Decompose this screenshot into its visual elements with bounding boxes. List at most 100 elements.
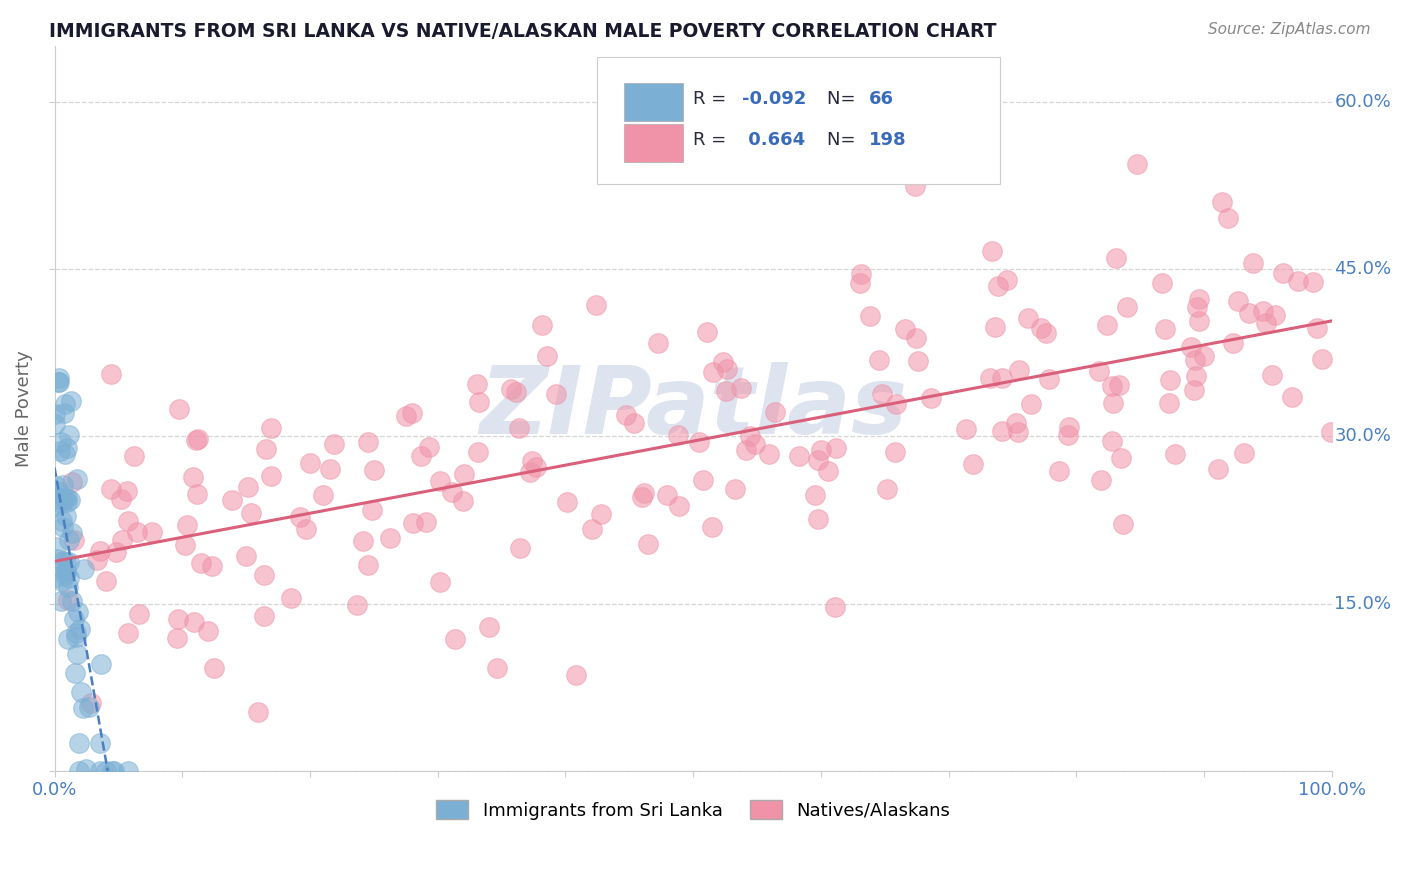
Point bbox=[352, 533, 374, 548]
Text: 15.0%: 15.0% bbox=[1334, 594, 1392, 613]
Point bbox=[787, 449, 810, 463]
Point bbox=[55, 441, 77, 455]
Point bbox=[45, 499, 67, 513]
Point bbox=[716, 384, 738, 398]
Point bbox=[56, 632, 79, 646]
Point bbox=[1088, 364, 1111, 378]
Point bbox=[1038, 372, 1060, 386]
Point bbox=[668, 499, 690, 513]
Point bbox=[1005, 416, 1028, 430]
Point bbox=[991, 424, 1014, 438]
Point bbox=[46, 376, 69, 390]
Point bbox=[52, 554, 75, 568]
Text: 30.0%: 30.0% bbox=[1334, 427, 1391, 445]
Point bbox=[60, 526, 83, 541]
Point bbox=[319, 462, 342, 476]
Point bbox=[453, 467, 475, 481]
Point bbox=[849, 267, 872, 281]
Point bbox=[429, 474, 451, 488]
Point bbox=[183, 615, 205, 630]
Point bbox=[117, 514, 139, 528]
Point bbox=[1008, 363, 1031, 377]
Point bbox=[1218, 211, 1240, 225]
Point bbox=[1286, 274, 1309, 288]
Point bbox=[962, 457, 984, 471]
Point bbox=[1090, 473, 1112, 487]
Point bbox=[696, 326, 718, 340]
Point bbox=[141, 524, 163, 539]
Point bbox=[45, 479, 67, 493]
Point bbox=[519, 466, 541, 480]
Point bbox=[58, 533, 80, 547]
Point bbox=[955, 422, 977, 436]
Point bbox=[254, 442, 277, 456]
Point bbox=[536, 349, 558, 363]
Point bbox=[104, 545, 127, 559]
Point bbox=[623, 417, 645, 431]
Text: 45.0%: 45.0% bbox=[1334, 260, 1392, 278]
Point bbox=[1017, 310, 1039, 325]
Point bbox=[55, 509, 77, 524]
Point bbox=[980, 244, 1002, 259]
Point bbox=[235, 549, 257, 563]
Point bbox=[744, 436, 766, 450]
Point bbox=[589, 507, 612, 521]
Point bbox=[70, 685, 93, 699]
Point bbox=[418, 440, 440, 454]
Point bbox=[1281, 390, 1303, 404]
Point bbox=[467, 445, 489, 459]
Point bbox=[444, 632, 467, 647]
Point bbox=[253, 608, 276, 623]
Point bbox=[115, 483, 138, 498]
Point bbox=[65, 630, 87, 644]
Point bbox=[56, 580, 79, 594]
Point bbox=[530, 318, 553, 332]
Point bbox=[1185, 300, 1208, 314]
Point bbox=[1035, 326, 1057, 340]
Point bbox=[69, 622, 91, 636]
Text: R =: R = bbox=[693, 90, 733, 108]
Point bbox=[280, 591, 302, 606]
Point bbox=[1271, 266, 1294, 280]
Point bbox=[357, 558, 380, 572]
Point bbox=[197, 624, 219, 639]
Point bbox=[1206, 462, 1229, 476]
Point bbox=[51, 574, 73, 589]
Point bbox=[122, 449, 145, 463]
Point bbox=[49, 434, 72, 449]
Point bbox=[90, 657, 112, 671]
Point bbox=[716, 362, 738, 376]
Point bbox=[1184, 352, 1206, 367]
Point bbox=[56, 491, 79, 506]
Point bbox=[48, 443, 70, 458]
Point bbox=[740, 429, 762, 443]
Point bbox=[904, 331, 927, 345]
Point bbox=[167, 402, 190, 417]
Point bbox=[239, 506, 262, 520]
Point bbox=[94, 574, 117, 588]
Point bbox=[920, 391, 942, 405]
Point bbox=[48, 485, 70, 500]
Point bbox=[849, 276, 872, 290]
Point bbox=[637, 537, 659, 551]
Point bbox=[55, 565, 77, 579]
Point bbox=[983, 320, 1005, 334]
Point bbox=[1102, 396, 1125, 410]
Point bbox=[89, 764, 111, 778]
Point bbox=[1111, 516, 1133, 531]
Point bbox=[395, 409, 418, 423]
Point bbox=[735, 442, 758, 457]
FancyBboxPatch shape bbox=[624, 83, 683, 120]
Point bbox=[117, 764, 139, 778]
Point bbox=[52, 491, 75, 506]
Point bbox=[724, 482, 747, 496]
Point bbox=[1019, 397, 1042, 411]
Point bbox=[429, 574, 451, 589]
Point bbox=[346, 598, 368, 612]
Point bbox=[565, 668, 588, 682]
Point bbox=[824, 600, 846, 615]
Point bbox=[485, 661, 508, 675]
Point bbox=[522, 454, 544, 468]
Point bbox=[100, 368, 122, 382]
Text: 60.0%: 60.0% bbox=[1334, 93, 1391, 111]
